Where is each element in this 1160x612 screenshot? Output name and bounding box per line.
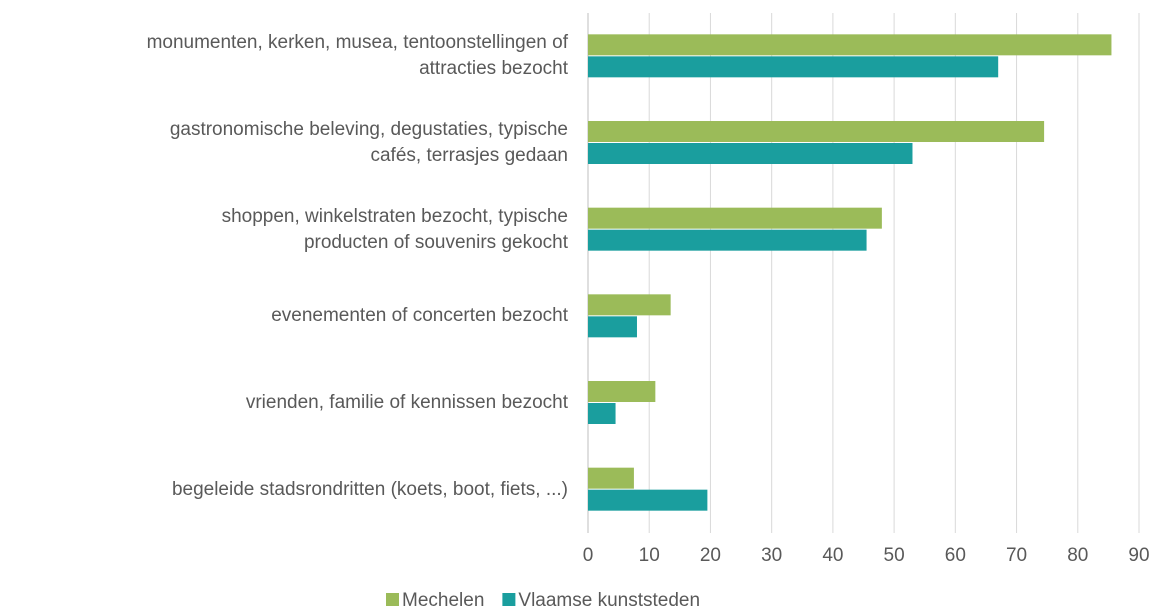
y-tick-label: evenementen of concerten bezocht xyxy=(271,305,568,327)
bar xyxy=(588,403,616,424)
y-tick-label: vrienden, familie of kennissen bezocht xyxy=(245,392,568,413)
bar xyxy=(588,56,999,78)
bar xyxy=(588,229,867,251)
x-tick-label: 90 xyxy=(1128,545,1149,566)
x-tick-label: 80 xyxy=(1067,545,1088,566)
legend-swatch xyxy=(386,593,399,606)
y-tick-label: gastronomische beleving, degustaties, ty… xyxy=(169,119,568,166)
bar xyxy=(588,34,1112,56)
legend-swatch xyxy=(502,593,516,606)
bar xyxy=(588,294,671,316)
x-tick-label: 40 xyxy=(822,545,843,566)
bar xyxy=(588,121,1045,142)
bar xyxy=(588,381,656,402)
bar xyxy=(588,143,913,164)
x-tick-label: 0 xyxy=(583,545,594,566)
x-tick-label: 30 xyxy=(761,545,782,566)
bar xyxy=(588,489,708,511)
legend-label: Mechelen xyxy=(402,590,484,611)
bar xyxy=(588,467,634,489)
y-tick-label: monumenten, kerken, musea, tentoonstelli… xyxy=(146,32,568,80)
x-tick-label: 20 xyxy=(700,545,721,566)
x-tick-label: 50 xyxy=(884,545,905,566)
x-tick-label: 60 xyxy=(945,545,966,566)
y-tick-label: begeleide stadsrondritten (koets, boot, … xyxy=(171,478,568,500)
bar xyxy=(588,207,882,229)
x-tick-label: 70 xyxy=(1006,545,1027,566)
legend-label: Vlaamse kunststeden xyxy=(518,590,700,611)
y-tick-label: shoppen, winkelstraten bezocht, typische… xyxy=(221,205,568,253)
x-tick-label: 10 xyxy=(639,545,660,566)
bar xyxy=(588,316,637,338)
